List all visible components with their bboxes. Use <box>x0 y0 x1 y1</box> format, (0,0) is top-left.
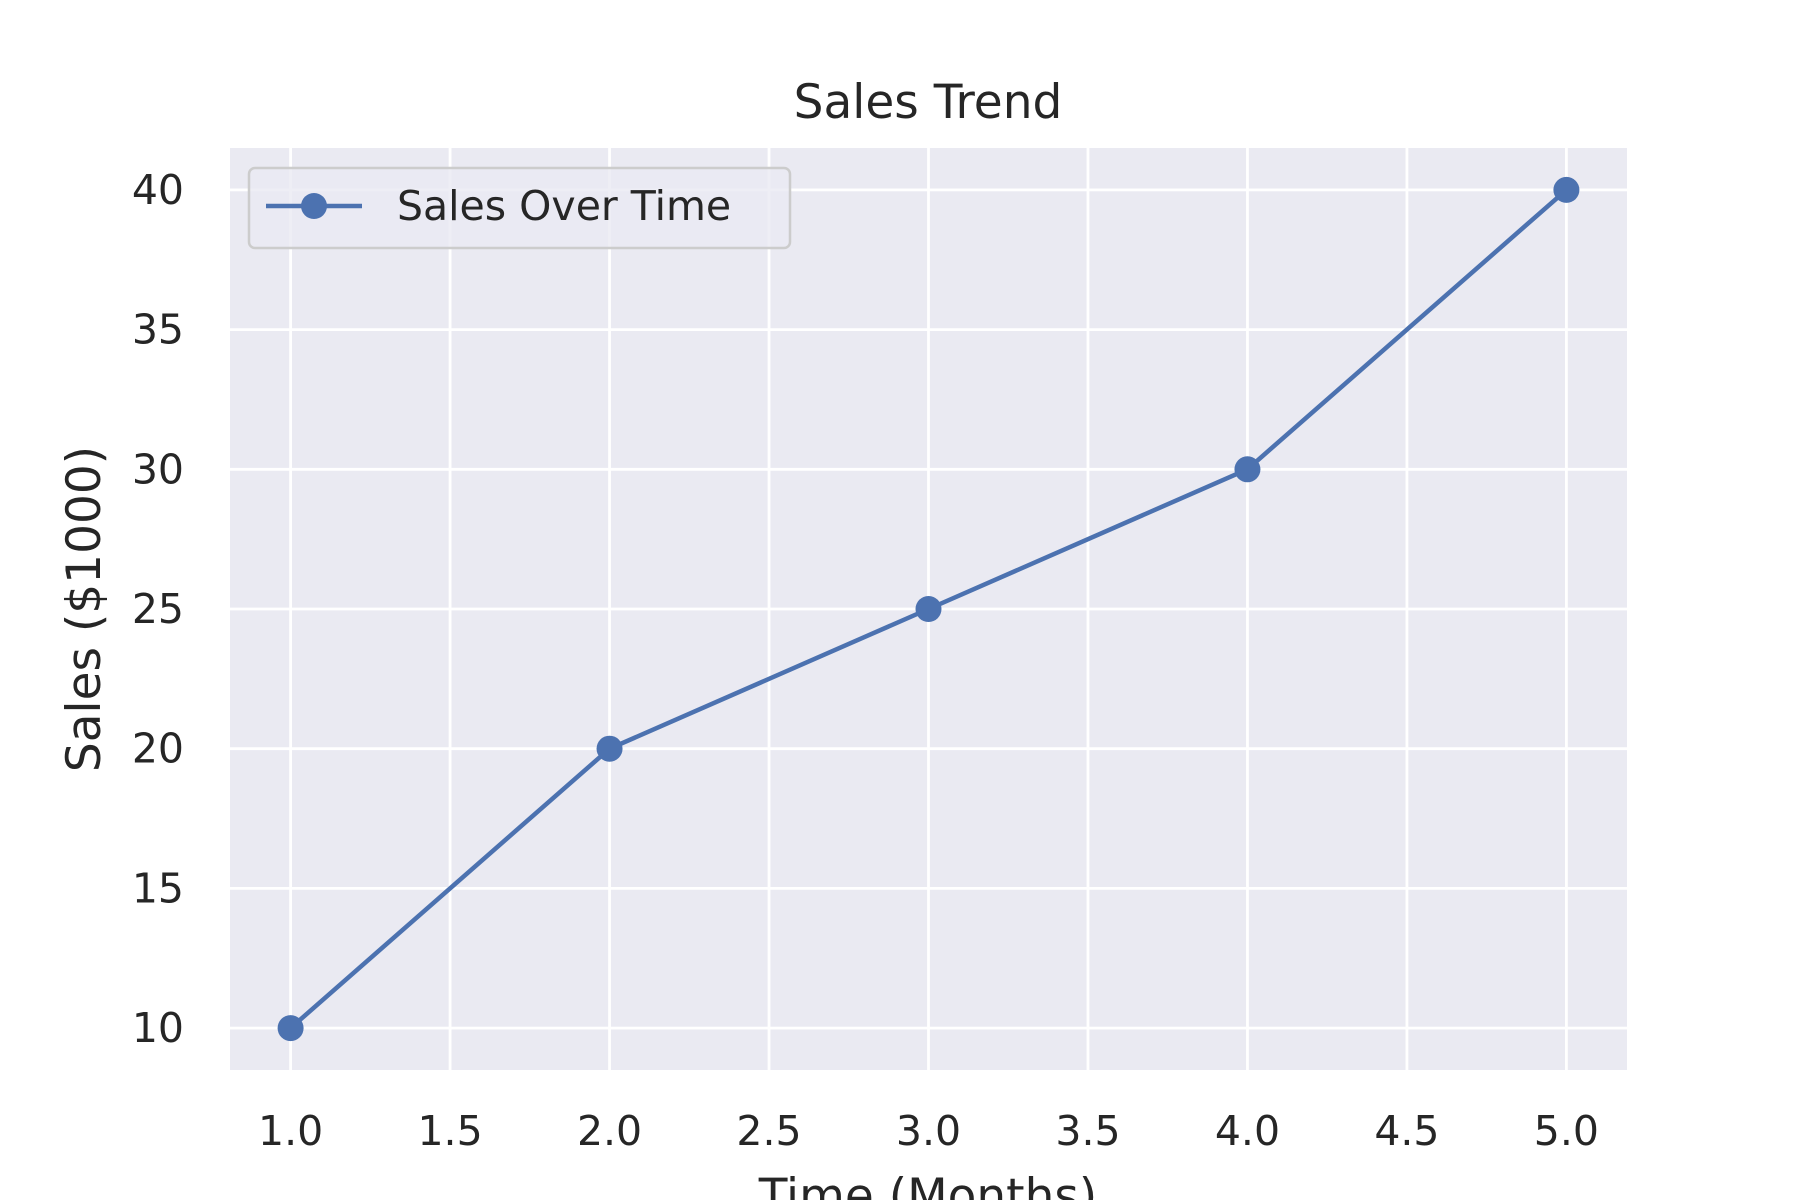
x-tick-label: 4.0 <box>1215 1107 1280 1155</box>
y-axis-label: Sales ($1000) <box>57 446 112 772</box>
y-tick-label: 10 <box>132 1004 184 1052</box>
chart-title: Sales Trend <box>794 75 1063 130</box>
data-point <box>1553 176 1580 203</box>
data-point <box>277 1015 304 1042</box>
x-tick-label: 1.0 <box>258 1107 323 1155</box>
x-tick-labels: 1.0 1.5 2.0 2.5 3.0 3.5 4.0 4.5 5.0 <box>258 1107 1599 1155</box>
x-tick-label: 2.5 <box>736 1107 801 1155</box>
legend-label: Sales Over Time <box>397 182 731 230</box>
x-tick-label: 3.0 <box>896 1107 961 1155</box>
y-tick-label: 15 <box>132 864 184 912</box>
y-tick-label: 30 <box>132 445 184 493</box>
legend-box <box>247 166 792 250</box>
y-tick-label: 35 <box>132 306 184 354</box>
data-point <box>596 735 623 762</box>
y-tick-label: 20 <box>132 725 184 773</box>
y-tick-label: 25 <box>132 585 184 633</box>
x-tick-label: 3.5 <box>1055 1107 1120 1155</box>
x-axis-label: Time (Months) <box>758 1169 1097 1200</box>
data-point <box>1234 456 1261 483</box>
y-tick-label: 40 <box>132 166 184 214</box>
x-tick-label: 5.0 <box>1534 1107 1599 1155</box>
legend: Sales Over Time <box>247 166 792 250</box>
x-tick-label: 1.5 <box>417 1107 482 1155</box>
x-tick-label: 2.0 <box>577 1107 642 1155</box>
gridlines <box>230 148 1627 1070</box>
x-tick-label: 4.5 <box>1374 1107 1439 1155</box>
legend-marker-sample <box>301 193 327 219</box>
y-tick-labels: 10 15 20 25 30 35 40 <box>132 166 184 1052</box>
data-point <box>915 596 942 622</box>
series-layer <box>277 176 1580 1042</box>
